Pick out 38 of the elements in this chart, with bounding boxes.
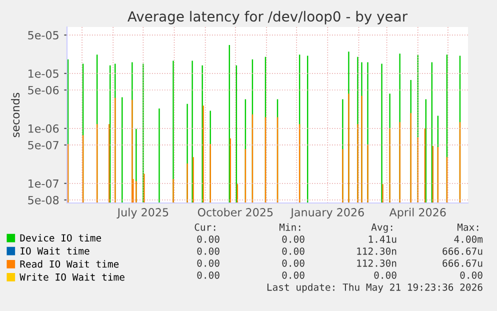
text: Cur:: [194, 223, 216, 231]
x-tick-label: January 2026: [290, 208, 364, 219]
text: 0.00: [197, 271, 220, 279]
legend-label: Read IO Wait time: [20, 260, 119, 268]
y-axis-title: seconds: [11, 92, 20, 138]
y-tick-label: 5e-08: [28, 196, 59, 204]
text: Min:: [280, 223, 300, 231]
chart-title: Average latency for /dev/loop0 - by year: [128, 10, 408, 24]
y-tick-label: 1e-05: [28, 69, 58, 78]
text: 0.00: [282, 235, 304, 243]
text: 0.00: [197, 259, 220, 267]
y-tick-label: 5e-05: [28, 31, 58, 40]
text: 0.00: [197, 235, 220, 243]
legend-label: Write IO Wait time: [20, 273, 124, 281]
text: 1.41u: [368, 236, 396, 243]
text: Max:: [458, 224, 478, 231]
text: 0.00: [282, 271, 304, 279]
legend-label: IO Wait time: [20, 247, 90, 255]
text: 666.67u: [442, 247, 482, 255]
x-tick-label: April 2026: [389, 208, 446, 219]
text: 0.00: [460, 271, 482, 279]
text: Last update: Thu May 21 19:23:36 2026: [267, 283, 482, 293]
legend-label: Device IO time: [20, 234, 102, 242]
x-tick-label: October 2025: [198, 208, 273, 216]
text: 0.00: [282, 247, 304, 255]
y-tick-label: 1e-06: [28, 124, 59, 133]
text: 0.00: [282, 259, 304, 267]
y-tick-label: 5e-06: [28, 86, 59, 94]
y-tick-label: 5e-07: [28, 140, 58, 150]
text: 4.00m: [454, 235, 483, 243]
text: 0.00: [197, 247, 220, 255]
text: 112.30n: [357, 247, 396, 255]
text: 112.30n: [357, 259, 396, 267]
text: Avg:: [371, 224, 392, 233]
x-tick-label: July 2025: [116, 208, 168, 219]
y-tick-label: 1e-07: [28, 179, 58, 188]
text: 0.00: [374, 271, 396, 279]
text: 666.67u: [442, 259, 482, 267]
